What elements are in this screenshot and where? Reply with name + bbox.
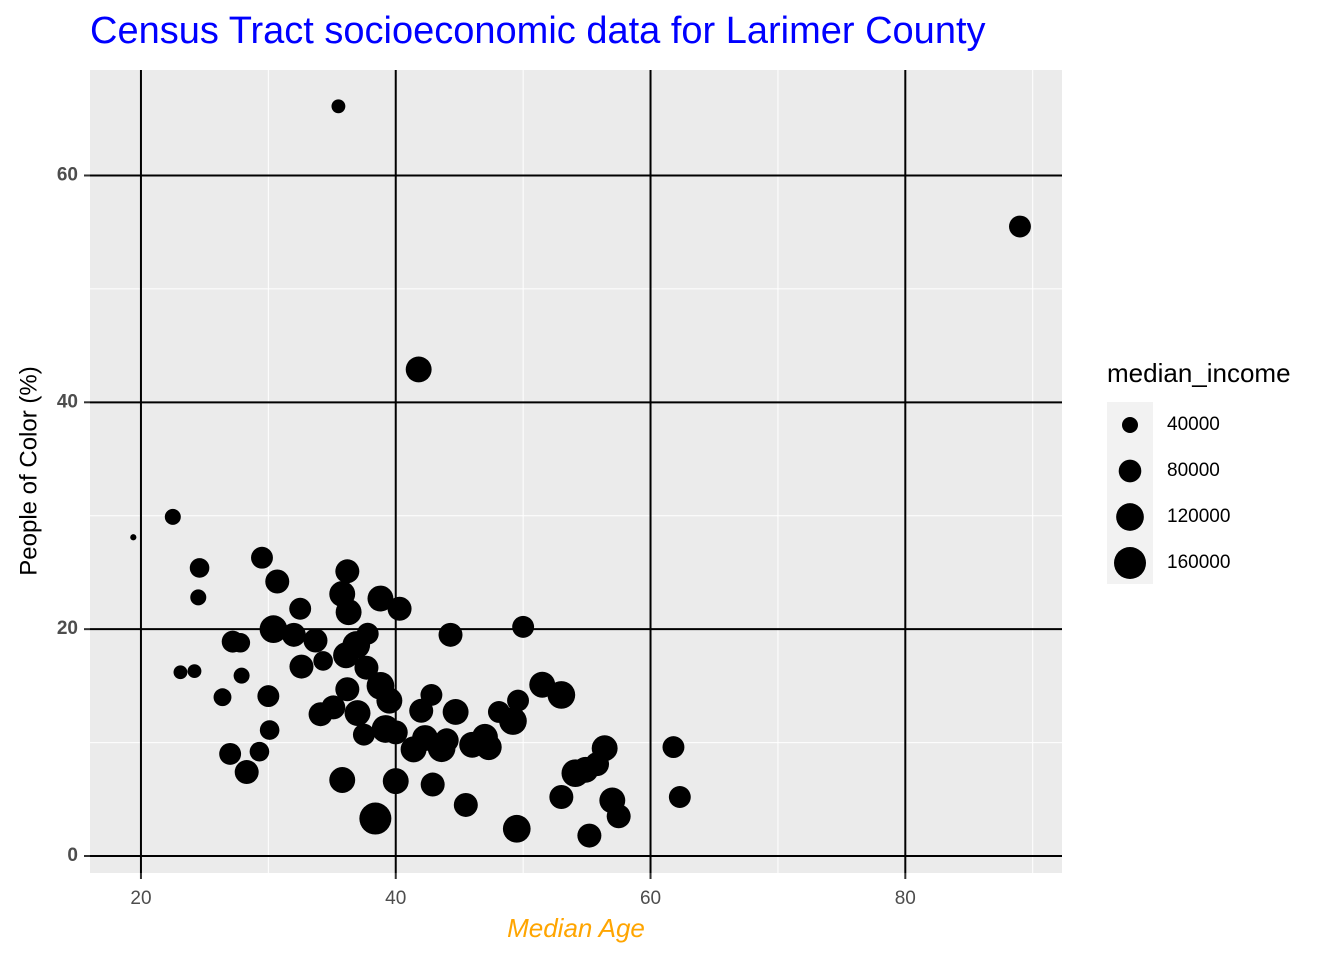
point bbox=[257, 685, 280, 708]
legend-label: 160000 bbox=[1167, 552, 1230, 573]
legend-label: 80000 bbox=[1167, 460, 1220, 481]
y-axis-label: People of Color (%) bbox=[15, 366, 42, 575]
point bbox=[130, 534, 137, 541]
point bbox=[289, 597, 312, 620]
legend-label: 40000 bbox=[1167, 414, 1220, 435]
point bbox=[475, 734, 502, 761]
point bbox=[233, 667, 250, 684]
point bbox=[335, 677, 360, 702]
point bbox=[499, 707, 527, 735]
point bbox=[313, 651, 333, 671]
point bbox=[1009, 215, 1031, 238]
point bbox=[438, 622, 463, 647]
point bbox=[507, 689, 529, 712]
point bbox=[453, 792, 478, 817]
point bbox=[281, 622, 306, 647]
x-axis-label: Median Age bbox=[507, 913, 645, 943]
point bbox=[356, 622, 379, 645]
point bbox=[382, 768, 409, 795]
legend-key bbox=[1114, 547, 1146, 579]
point bbox=[289, 654, 314, 679]
point bbox=[249, 741, 270, 762]
point bbox=[606, 804, 631, 829]
point bbox=[335, 559, 360, 584]
point bbox=[354, 655, 379, 680]
x-tick-label: 60 bbox=[640, 888, 661, 909]
legend-key bbox=[1116, 503, 1144, 531]
point bbox=[259, 615, 288, 644]
point bbox=[668, 786, 691, 808]
legend-title: median_income bbox=[1107, 358, 1291, 388]
point bbox=[189, 558, 210, 578]
point bbox=[383, 720, 408, 745]
panel-background bbox=[90, 70, 1062, 873]
point bbox=[213, 688, 232, 707]
point bbox=[420, 683, 443, 706]
point bbox=[187, 664, 202, 679]
legend-key bbox=[1118, 459, 1142, 483]
x-tick-label: 80 bbox=[895, 888, 916, 909]
point bbox=[420, 772, 445, 797]
y-tick-label: 20 bbox=[57, 618, 78, 639]
point bbox=[577, 823, 602, 848]
point bbox=[549, 785, 574, 810]
point bbox=[219, 742, 242, 765]
point bbox=[265, 569, 290, 594]
point bbox=[234, 760, 259, 785]
point bbox=[251, 546, 273, 569]
legend-key bbox=[1122, 417, 1138, 433]
point bbox=[335, 599, 362, 626]
point bbox=[190, 589, 207, 606]
point bbox=[405, 356, 432, 383]
point bbox=[367, 585, 394, 612]
legend-label: 120000 bbox=[1167, 506, 1230, 527]
point bbox=[662, 736, 685, 759]
x-tick-label: 40 bbox=[385, 888, 406, 909]
point bbox=[303, 628, 328, 653]
y-tick-label: 0 bbox=[67, 845, 78, 866]
point bbox=[352, 723, 375, 746]
point bbox=[512, 615, 535, 638]
x-tick-label: 20 bbox=[130, 888, 151, 909]
point bbox=[329, 767, 356, 793]
y-tick-label: 60 bbox=[57, 164, 78, 185]
point bbox=[173, 665, 188, 680]
point bbox=[442, 698, 469, 725]
point bbox=[164, 508, 181, 525]
y-tick-label: 40 bbox=[57, 391, 78, 412]
point bbox=[321, 695, 346, 720]
point bbox=[376, 687, 403, 714]
point bbox=[434, 728, 459, 753]
point bbox=[230, 632, 251, 653]
point bbox=[591, 735, 618, 762]
point bbox=[331, 99, 346, 114]
chart-title: Census Tract socioeconomic data for Lari… bbox=[90, 10, 986, 52]
point bbox=[547, 681, 576, 709]
point bbox=[259, 720, 280, 740]
point bbox=[359, 802, 392, 835]
point bbox=[387, 596, 412, 621]
point bbox=[502, 814, 531, 843]
point bbox=[344, 700, 371, 727]
